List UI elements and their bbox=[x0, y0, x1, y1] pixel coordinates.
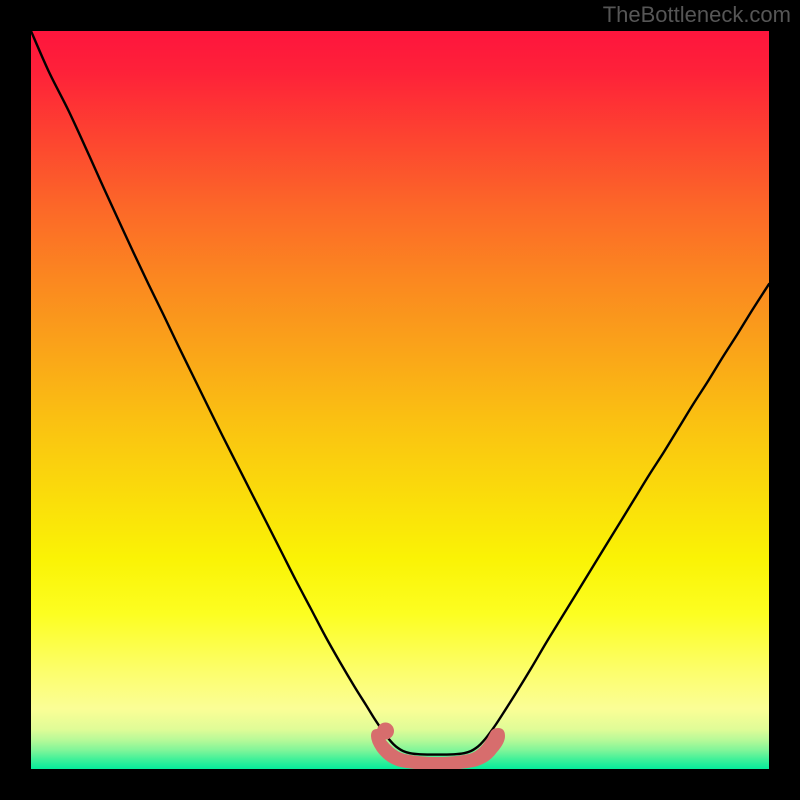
curve-layer bbox=[31, 31, 769, 769]
bottleneck-curve bbox=[31, 31, 769, 755]
chart-root: TheBottleneck.com bbox=[0, 0, 800, 800]
plot-area bbox=[31, 31, 769, 769]
watermark-text: TheBottleneck.com bbox=[603, 2, 791, 28]
